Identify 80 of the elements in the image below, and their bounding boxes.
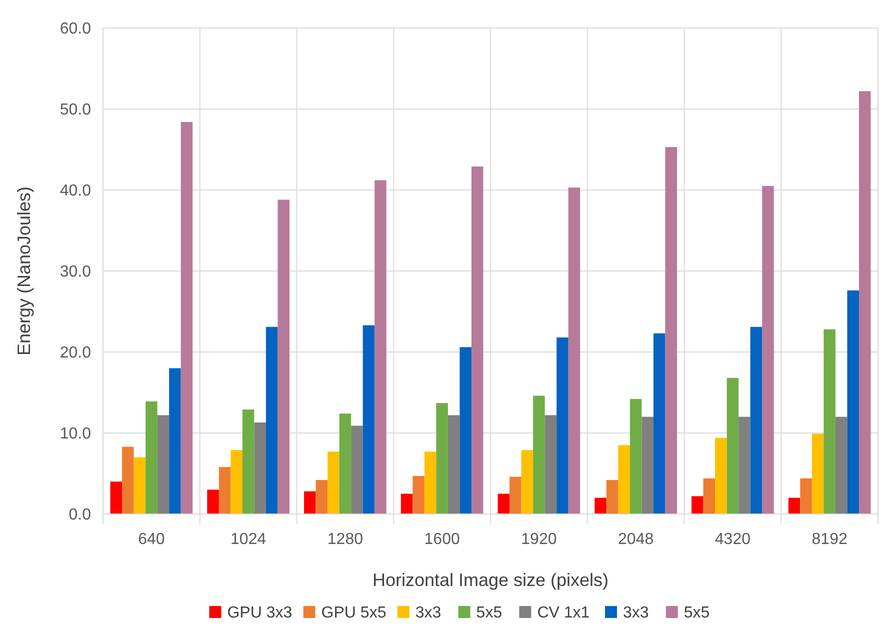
- bar: [471, 166, 484, 514]
- bar: [278, 200, 290, 514]
- bar: [750, 326, 762, 514]
- bar: [642, 416, 654, 514]
- bar: [568, 188, 580, 514]
- bar: [521, 450, 534, 514]
- bar: [630, 398, 642, 514]
- bar: [157, 415, 170, 514]
- bar: [715, 438, 727, 514]
- legend-label: 3x3: [415, 604, 442, 622]
- bar: [448, 415, 460, 514]
- x-tick-label: 640: [138, 531, 165, 548]
- bar: [788, 498, 800, 514]
- bar: [266, 326, 278, 514]
- bar: [304, 491, 316, 514]
- bar: [498, 494, 510, 514]
- bar: [134, 457, 146, 514]
- legend-label: CV 1x1: [537, 604, 590, 622]
- bar: [738, 416, 750, 514]
- bar: [858, 91, 871, 514]
- legend-label: 5x5: [476, 604, 502, 622]
- bar: [618, 445, 630, 514]
- bar: [556, 337, 568, 514]
- legend-label: GPU 3x3: [227, 604, 292, 622]
- bar: [242, 410, 254, 514]
- bar: [703, 478, 716, 514]
- y-tick-label: 0.0: [68, 506, 92, 524]
- x-tick-label: 1600: [424, 531, 460, 548]
- bar: [254, 422, 266, 514]
- bar: [665, 147, 677, 514]
- bar: [374, 180, 386, 514]
- bar: [180, 122, 193, 514]
- y-tick-label: 10.0: [60, 426, 92, 443]
- legend-label: GPU 5x5: [321, 604, 386, 622]
- bar: [692, 496, 704, 514]
- bar: [169, 368, 181, 514]
- y-tick-label: 30.0: [60, 264, 92, 281]
- y-tick-label: 60.0: [60, 20, 92, 38]
- bar: [316, 480, 328, 514]
- x-axis-title: Horizontal Image size (pixels): [372, 570, 609, 590]
- x-tick-label: 4320: [714, 531, 751, 548]
- bar: [146, 401, 158, 514]
- bar: [762, 186, 774, 514]
- bar: [847, 290, 859, 514]
- bar: [424, 452, 436, 514]
- bar: [594, 498, 606, 514]
- bar: [606, 480, 618, 514]
- bar: [726, 378, 739, 514]
- y-tick-label: 20.0: [60, 344, 92, 362]
- bar: [362, 325, 375, 514]
- x-tick-label: 1280: [327, 531, 364, 548]
- bar: [800, 478, 812, 514]
- bar: [533, 396, 545, 514]
- bar: [835, 416, 848, 514]
- legend-label: 5x5: [684, 604, 710, 622]
- legend-label: 3x3: [623, 604, 649, 622]
- bar: [436, 403, 448, 514]
- bar: [328, 452, 340, 514]
- bar: [812, 434, 824, 514]
- x-tick-label: 1920: [521, 531, 557, 548]
- y-axis-title: Energy (NanoJoules): [14, 186, 34, 356]
- bar: [824, 329, 836, 514]
- x-tick-label: 8192: [812, 531, 848, 548]
- y-tick-label: 40.0: [60, 182, 92, 200]
- bar: [110, 482, 122, 514]
- bar: [510, 476, 522, 514]
- bar: [230, 450, 242, 514]
- y-tick-label: 50.0: [60, 102, 92, 119]
- x-tick-label: 2048: [618, 531, 654, 548]
- bar: [544, 415, 557, 514]
- bar: [218, 467, 231, 514]
- bar: [400, 494, 413, 514]
- bar: [460, 347, 472, 514]
- bar: [351, 426, 363, 514]
- bar: [653, 333, 666, 514]
- bar: [207, 490, 219, 514]
- bar: [339, 414, 352, 514]
- x-tick-label: 1024: [230, 531, 266, 548]
- bar: [122, 446, 134, 514]
- bar: [412, 476, 424, 514]
